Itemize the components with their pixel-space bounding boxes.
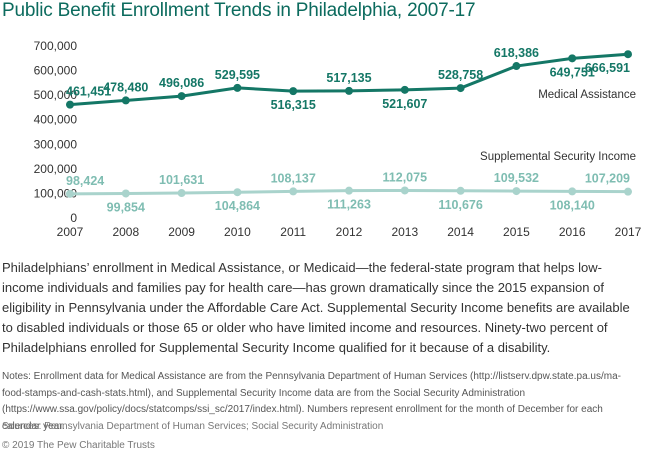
y-tick-label: 300,000 xyxy=(34,137,78,151)
ssi-point xyxy=(568,187,577,196)
x-tick-label: 2013 xyxy=(391,225,418,239)
ssi-data-label: 107,209 xyxy=(585,172,630,186)
x-tick-label: 2009 xyxy=(168,225,195,239)
medical-assistance-data-label: 496,086 xyxy=(159,76,204,90)
medical-assistance-data-label: 529,595 xyxy=(215,68,260,82)
ssi-data-label: 108,137 xyxy=(271,171,316,185)
y-tick-label: 500,000 xyxy=(34,88,78,102)
y-tick-label: 400,000 xyxy=(34,113,78,127)
y-tick-label: 600,000 xyxy=(34,64,78,78)
medical-assistance-point xyxy=(66,100,74,109)
ssi-point xyxy=(233,188,242,197)
ssi-point xyxy=(66,189,74,198)
ssi-data-label: 110,676 xyxy=(438,198,483,212)
ssi-data-label: 112,075 xyxy=(383,170,428,184)
medical-assistance-point xyxy=(289,87,298,96)
medical-assistance-point xyxy=(568,54,577,63)
medical-assistance-point xyxy=(233,83,242,92)
medical-assistance-point xyxy=(400,85,409,94)
medical-assistance-series-label: Medical Assistance xyxy=(538,89,636,101)
ssi-point xyxy=(121,189,130,198)
medical-assistance-point xyxy=(456,84,465,93)
x-tick-label: 2014 xyxy=(447,225,474,239)
ssi-point xyxy=(345,186,353,195)
y-tick-label: 100,000 xyxy=(34,186,78,200)
description-paragraph: Philadelphians’ enrollment in Medical As… xyxy=(2,260,630,355)
ssi-point xyxy=(289,187,298,196)
medical-assistance-data-label: 528,758 xyxy=(438,68,483,82)
y-tick-label: 700,000 xyxy=(34,39,78,53)
medical-assistance-data-label: 666,591 xyxy=(585,61,630,75)
x-tick-label: 2008 xyxy=(112,225,139,239)
ssi-data-label: 99,854 xyxy=(107,200,145,214)
y-tick-label: 200,000 xyxy=(34,162,78,176)
medical-assistance-point xyxy=(512,62,521,71)
ssi-point xyxy=(512,187,521,196)
x-tick-label: 2011 xyxy=(280,225,306,239)
x-tick-label: 2012 xyxy=(336,225,363,239)
ssi-point xyxy=(624,187,632,196)
medical-assistance-data-label: 461,451 xyxy=(66,85,111,99)
medical-assistance-point xyxy=(624,50,632,59)
medical-assistance-data-label: 516,315 xyxy=(271,98,316,112)
notes-text: Notes: Enrollment data for Medical Assis… xyxy=(2,371,621,432)
medical-assistance-point xyxy=(177,92,186,101)
ssi-data-label: 108,140 xyxy=(550,198,595,212)
medical-assistance-data-label: 649,751 xyxy=(550,65,595,79)
x-tick-label: 2007 xyxy=(57,225,84,239)
medical-assistance-point xyxy=(345,86,353,95)
x-tick-label: 2015 xyxy=(503,225,530,239)
x-tick-label: 2016 xyxy=(559,225,586,239)
x-tick-label: 2010 xyxy=(224,225,251,239)
medical-assistance-data-label: 517,135 xyxy=(326,71,371,85)
ssi-series-label: Supplemental Security Income xyxy=(480,151,636,163)
line-chart: 0 100,000 200,000 300,000 400,000 500,000 600,… xyxy=(34,39,642,239)
ssi-data-label: 109,532 xyxy=(494,171,539,185)
ssi-point xyxy=(177,189,186,198)
x-tick-label: 2017 xyxy=(615,225,642,239)
ssi-data-label: 101,631 xyxy=(159,173,204,187)
medical-assistance-data-label: 521,607 xyxy=(382,97,427,111)
medical-assistance-point xyxy=(121,96,130,105)
y-tick-label: 0 xyxy=(70,211,77,225)
sources-text: Sources: Pennsylvania Department of Huma… xyxy=(2,421,384,432)
ssi-data-label: 104,864 xyxy=(215,199,260,213)
ssi-point xyxy=(400,186,409,195)
medical-assistance-data-label: 478,480 xyxy=(103,80,148,94)
ssi-point xyxy=(456,186,465,195)
copyright-text: © 2019 The Pew Charitable Trusts xyxy=(2,440,155,451)
ssi-data-label: 98,424 xyxy=(66,174,104,188)
ssi-data-label: 111,263 xyxy=(327,198,371,212)
chart-title: Public Benefit Enrollment Trends in Phil… xyxy=(2,0,476,21)
medical-assistance-data-label: 618,386 xyxy=(494,46,539,60)
